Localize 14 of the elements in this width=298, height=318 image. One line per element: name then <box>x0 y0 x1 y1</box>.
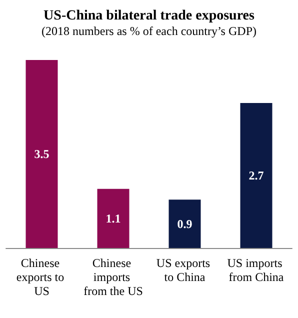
bar <box>240 102 272 248</box>
bar <box>97 188 130 248</box>
x-tick-label: Chinese imports from the US <box>84 256 143 298</box>
bar <box>26 60 58 248</box>
data-label: 2.7 <box>248 168 264 182</box>
bar <box>168 200 201 248</box>
x-tick-label: US exports to China <box>156 256 214 284</box>
x-tick-label: Chinese exports to US <box>16 256 68 298</box>
data-label: 0.9 <box>177 216 192 231</box>
data-label: 3.5 <box>34 147 50 161</box>
data-label: 1.1 <box>106 211 121 226</box>
chart-subtitle: (2018 numbers as % of each country’s GDP) <box>42 24 256 38</box>
chart-title: US-China bilateral trade exposures <box>44 8 255 24</box>
x-tick-label: US imports from China <box>227 256 286 284</box>
